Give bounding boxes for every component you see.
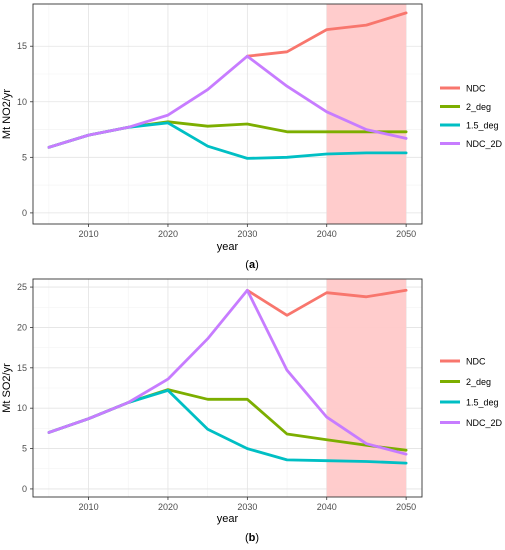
x-tick-label: 2050 — [396, 502, 416, 512]
legend: NDC 2_deg 1.5_deg NDC_2D — [440, 357, 503, 428]
y-tick-label: 10 — [17, 97, 27, 107]
x-axis-title: year — [217, 241, 239, 253]
shaded-region — [326, 4, 407, 224]
chart-panel-a: 2010 2020 2030 2040 2050 0 5 10 15 year Mt NO2/yr N… — [1, 3, 503, 271]
y-axis-title: Mt SO2/yr — [1, 363, 13, 413]
chart-panel-b: 2010 2020 2030 2040 2050 0 5 10 15 20 25 year Mt SO2… — [1, 278, 503, 544]
legend-label: NDC_2D — [466, 418, 503, 428]
panel-border — [32, 278, 423, 498]
y-tick-label: 10 — [17, 403, 27, 413]
y-tick-label: 15 — [17, 41, 27, 51]
panel-caption: (a) — [245, 259, 258, 271]
legend-label: NDC_2D — [466, 139, 503, 149]
x-axis-title: year — [217, 513, 239, 525]
series-line-ndc — [245, 11, 408, 58]
y-tick-label: 0 — [22, 208, 27, 218]
panel-border — [32, 3, 423, 225]
y-tick-label: 5 — [22, 152, 27, 162]
legend-label: 2_deg — [466, 377, 491, 387]
series-line-ndc-2d — [47, 54, 408, 149]
series-line-ndc — [245, 288, 408, 317]
y-tick-label: 20 — [17, 322, 27, 332]
y-tick-label: 25 — [17, 282, 27, 292]
panel-caption: (b) — [245, 532, 259, 544]
x-tick-label: 2030 — [237, 502, 257, 512]
legend-label: 1.5_deg — [466, 121, 499, 131]
y-tick-label: 5 — [22, 444, 27, 454]
y-tick-label: 15 — [17, 363, 27, 373]
legend-label: 2_deg — [466, 102, 491, 112]
x-tick-label: 2010 — [79, 502, 99, 512]
x-tick-label: 2040 — [317, 229, 337, 239]
series-line-ndc-2d — [47, 288, 408, 456]
legend: NDC 2_deg 1.5_deg NDC_2D — [440, 84, 503, 149]
y-axis-title: Mt NO2/yr — [1, 89, 13, 139]
legend-label: 1.5_deg — [466, 398, 499, 408]
y-tick-label: 0 — [22, 484, 27, 494]
x-tick-label: 2030 — [237, 229, 257, 239]
legend-label: NDC — [466, 84, 486, 94]
shaded-region — [326, 279, 407, 497]
x-tick-label: 2020 — [158, 502, 178, 512]
x-tick-label: 2040 — [317, 502, 337, 512]
legend-label: NDC — [466, 357, 486, 367]
x-tick-label: 2010 — [79, 229, 99, 239]
x-tick-label: 2050 — [396, 229, 416, 239]
x-tick-label: 2020 — [158, 229, 178, 239]
